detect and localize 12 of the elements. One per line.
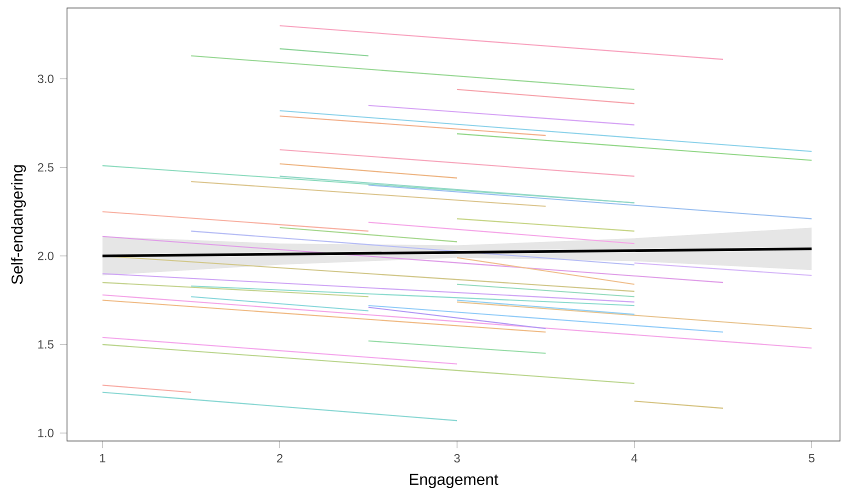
y-tick-label: 2.5 [38,163,54,172]
y-axis-title: Self-endangering [11,165,26,284]
y-tick-label: 1.5 [38,340,54,349]
y-tick-label: 1.0 [38,428,54,438]
x-tick-label: 5 [808,454,814,462]
x-tick-label: 2 [277,454,282,462]
x-tick-label: 1 [100,454,106,462]
y-tick-label: 3.0 [38,74,54,84]
y-tick-label: 2.0 [38,252,54,260]
x-tick-label: 4 [631,454,638,462]
x-tick-label: 3 [454,454,460,462]
x-axis-title: Engagement [410,474,498,488]
